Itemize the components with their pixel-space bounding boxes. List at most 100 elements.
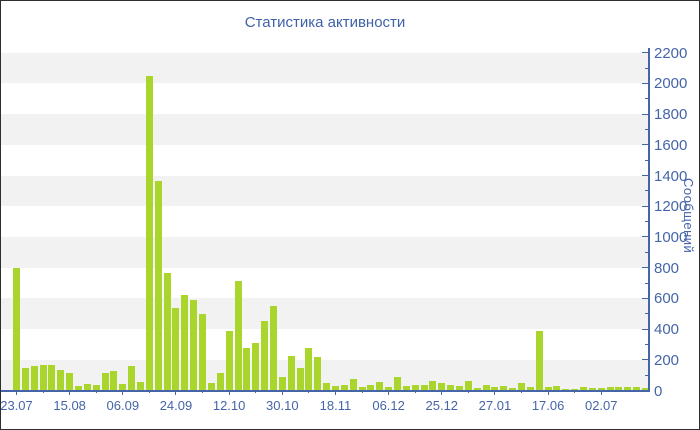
bar: [243, 347, 251, 391]
y-tick: [642, 297, 649, 299]
y-tick: [642, 236, 649, 238]
y-tick: [642, 82, 649, 84]
bar: [606, 387, 614, 391]
bar: [411, 385, 419, 391]
bar: [216, 372, 224, 391]
bar: [119, 383, 127, 391]
bar: [571, 388, 579, 391]
x-tick-label: 12.10: [212, 397, 246, 413]
grid-band: [1, 298, 649, 330]
bar: [588, 388, 596, 391]
x-tick: [547, 390, 549, 395]
bar: [553, 385, 561, 391]
bar: [101, 372, 109, 391]
y-tick: [645, 251, 649, 253]
bar: [500, 385, 508, 391]
x-minor-tick: [95, 390, 97, 393]
x-tick: [175, 390, 177, 395]
x-minor-tick: [521, 390, 523, 393]
bar: [331, 386, 339, 391]
bar: [13, 268, 20, 391]
x-tick: [441, 390, 443, 395]
y-axis-title: Сообщений: [681, 178, 696, 254]
bar: [92, 384, 100, 391]
x-minor-tick: [42, 390, 44, 393]
y-tick: [645, 128, 649, 130]
x-minor-tick: [255, 390, 257, 393]
x-minor-tick: [148, 390, 150, 393]
bar: [420, 385, 428, 391]
x-tick: [281, 390, 283, 395]
bar: [544, 386, 552, 391]
bar: [447, 385, 455, 391]
y-tick: [642, 175, 649, 177]
x-tick-label: 06.09: [106, 397, 140, 413]
x-tick-label: 02.07: [584, 397, 618, 413]
y-tick-label: 1800: [654, 106, 688, 124]
y-tick-label: 600: [654, 290, 680, 308]
y-tick-label: 400: [654, 321, 680, 339]
bar: [429, 381, 437, 391]
bar: [66, 373, 74, 391]
bar: [252, 342, 260, 391]
bar: [110, 371, 118, 391]
bar: [305, 347, 313, 391]
y-tick: [645, 221, 649, 223]
bar: [393, 377, 401, 391]
y-tick: [645, 282, 649, 284]
bar: [83, 384, 91, 391]
x-tick-label: 27.01: [478, 397, 512, 413]
x-minor-tick: [361, 390, 363, 393]
bar: [172, 307, 180, 391]
x-tick-label: 24.09: [159, 397, 193, 413]
y-axis: [648, 48, 650, 392]
bar: [181, 294, 189, 391]
bar: [597, 388, 605, 391]
bar: [358, 387, 366, 391]
x-tick-label: 30.10: [266, 397, 299, 413]
x-tick-label: 06.12: [372, 397, 405, 413]
bar: [278, 377, 286, 391]
x-tick-label: 17.06: [531, 397, 565, 413]
y-tick: [645, 190, 649, 192]
bar: [225, 331, 233, 391]
bar: [562, 388, 570, 391]
bar: [30, 365, 38, 391]
x-minor-tick: [202, 390, 204, 393]
x-tick: [16, 390, 17, 395]
bar: [456, 386, 463, 391]
y-tick: [642, 113, 649, 115]
y-tick: [645, 374, 649, 376]
x-tick: [388, 390, 390, 395]
y-tick: [642, 328, 649, 330]
bar: [385, 387, 393, 391]
y-tick-label: 1000: [654, 228, 688, 246]
y-tick-label: 0: [654, 382, 663, 400]
y-tick: [642, 205, 649, 207]
bar: [642, 388, 650, 391]
bar: [234, 281, 242, 391]
bar: [39, 365, 47, 391]
bar: [580, 387, 588, 391]
y-tick: [645, 343, 649, 345]
y-tick-label: 1400: [654, 167, 688, 185]
bar: [269, 306, 277, 391]
bar: [207, 382, 215, 391]
y-tick-label: 1600: [654, 136, 688, 154]
grid-band: [1, 52, 649, 84]
bar: [438, 382, 446, 391]
x-tick-label: 18.11: [319, 397, 352, 413]
y-tick: [642, 359, 649, 361]
chart-title: Статистика активности: [244, 14, 406, 31]
bar: [473, 387, 481, 391]
bar: [145, 76, 153, 391]
bar: [296, 367, 304, 391]
x-minor-tick: [414, 390, 416, 393]
bar: [340, 384, 348, 391]
x-tick-label: 23.07: [0, 397, 33, 413]
x-tick: [334, 390, 336, 395]
x-minor-tick: [467, 390, 469, 393]
x-tick-label: 15.08: [53, 397, 86, 413]
x-tick: [600, 390, 602, 395]
